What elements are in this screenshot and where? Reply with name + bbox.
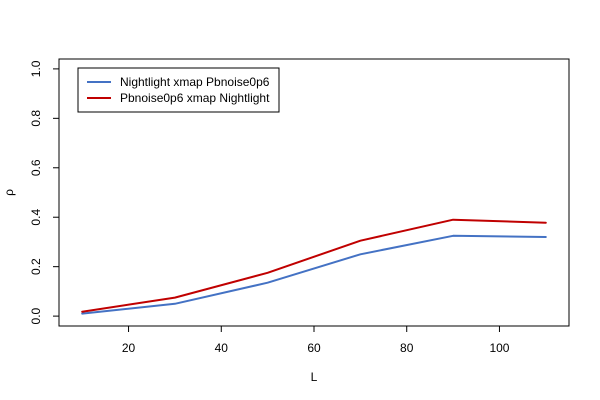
- legend-box: [77, 67, 280, 113]
- series-layer: [81, 218, 547, 315]
- y-tick-label: 0.0: [29, 307, 43, 324]
- y-axis-label: ρ: [2, 189, 16, 196]
- x-axis-label: L: [311, 370, 318, 384]
- series-line-1: [81, 234, 547, 315]
- x-tick-label: 40: [215, 341, 229, 355]
- plot-frame: [58, 58, 570, 327]
- x-axis: 20 40 60 80 100: [122, 325, 510, 355]
- y-tick-label: 0.8: [29, 110, 43, 127]
- legend-label: Nightlight xmap Pbnoise0p6: [120, 75, 270, 89]
- x-tick-label: 20: [122, 341, 136, 355]
- y-tick-label: 1.0: [29, 60, 43, 77]
- series-line-2: [81, 218, 547, 313]
- x-tick-label: 100: [489, 341, 509, 355]
- y-tick-label: 0.6: [29, 159, 43, 176]
- y-tick-label: 0.4: [29, 209, 43, 226]
- legend: Nightlight xmap Pbnoise0p6 Pbnoise0p6 xma…: [77, 67, 280, 113]
- x-tick-label: 60: [307, 341, 321, 355]
- legend-label: Pbnoise0p6 xmap Nightlight: [120, 91, 270, 105]
- y-axis: 0.0 0.2 0.4 0.6 0.8 1.0: [29, 60, 60, 324]
- y-tick-label: 0.2: [29, 258, 43, 275]
- x-tick-label: 80: [400, 341, 414, 355]
